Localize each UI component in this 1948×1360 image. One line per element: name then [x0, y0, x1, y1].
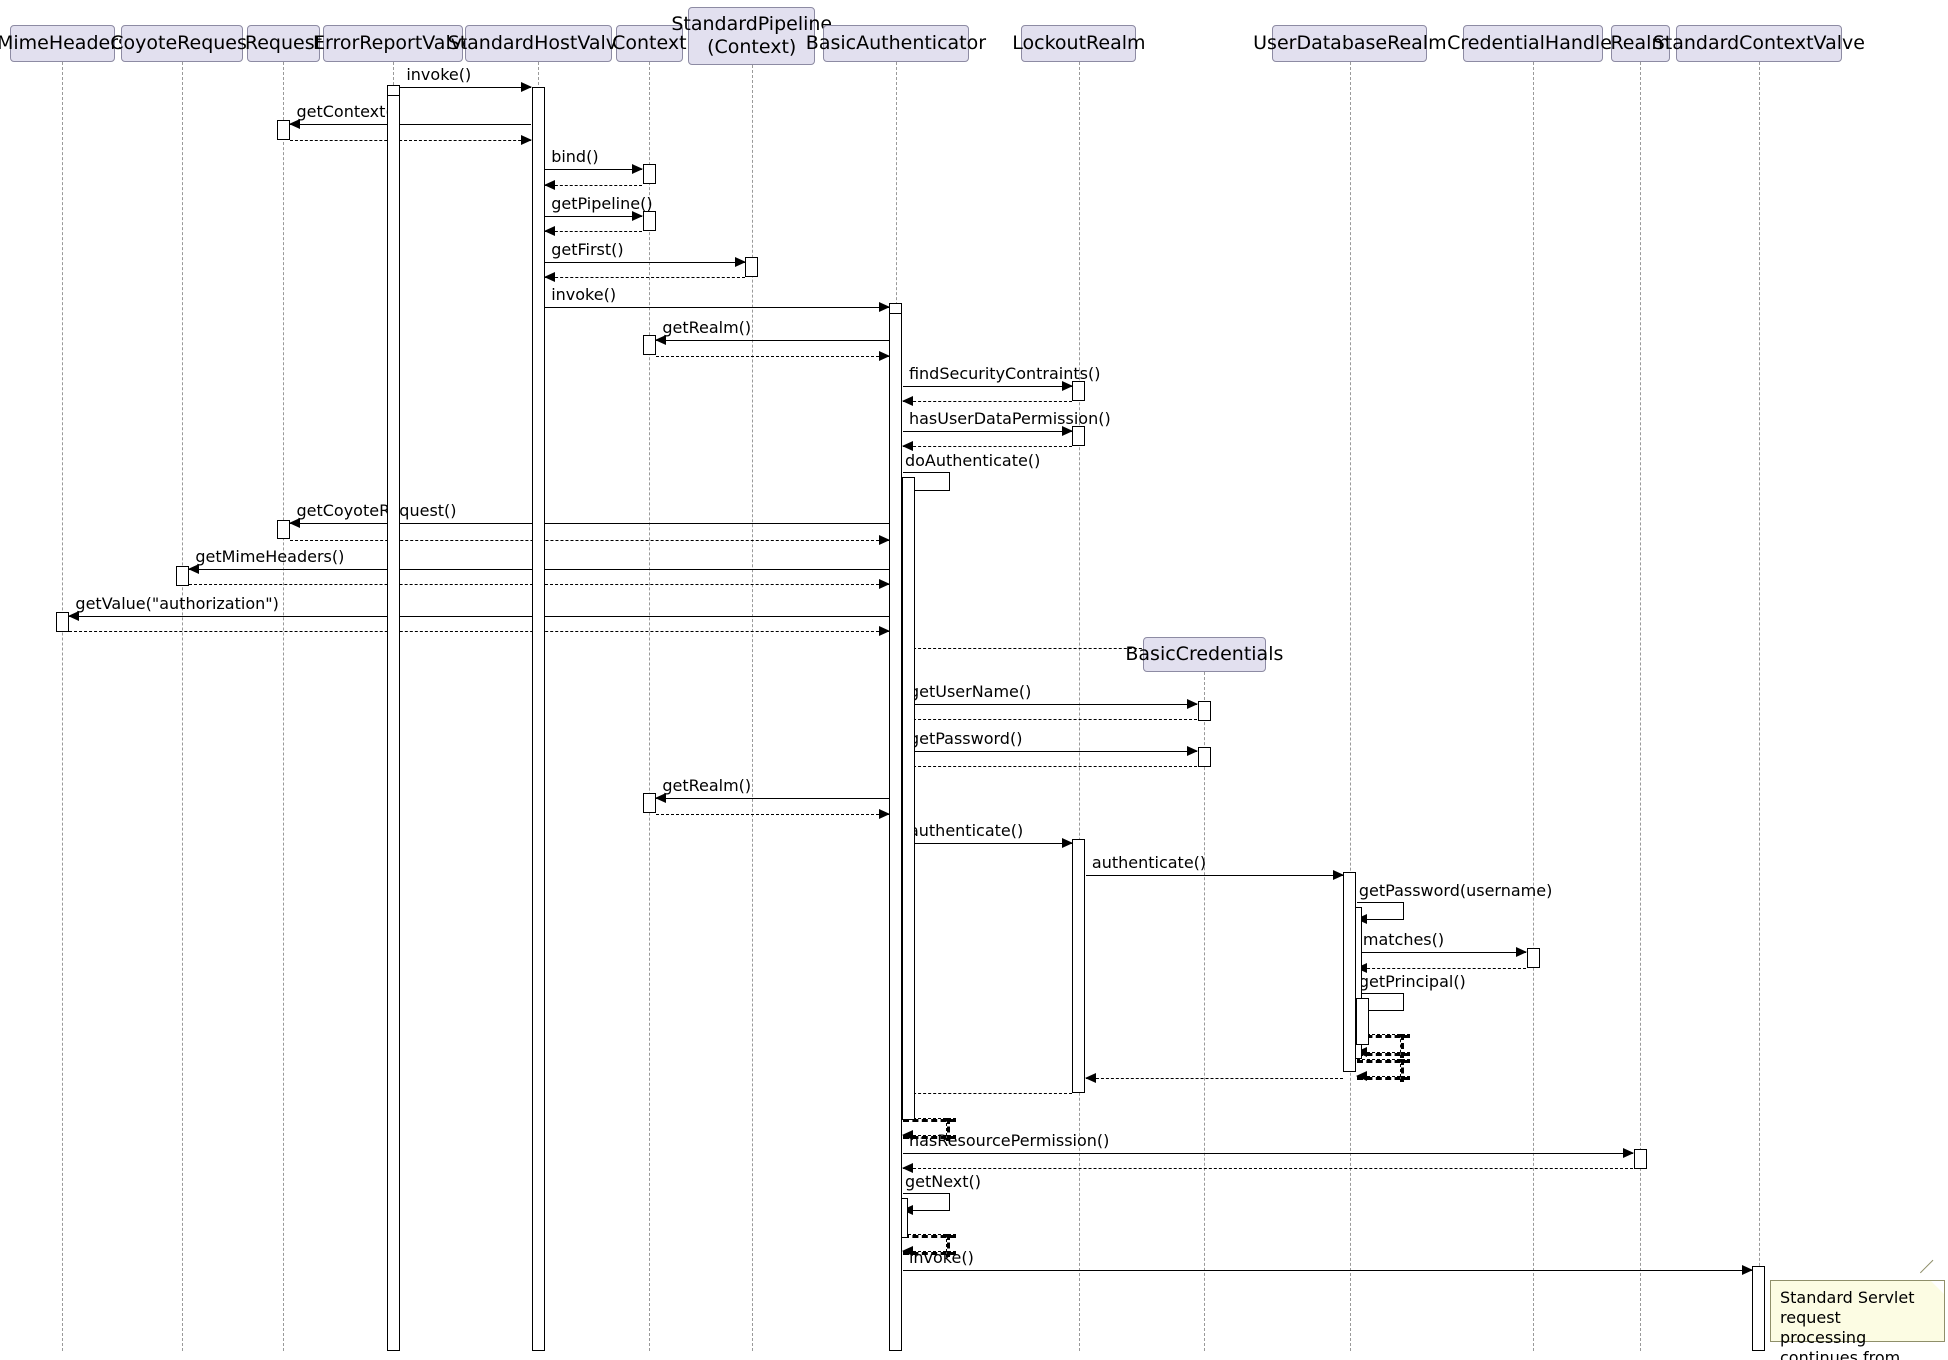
participant-basiccredentials[interactable]: BasicCredentials [1125, 636, 1283, 672]
activation-bar-errorreportvalve [386, 94, 400, 1352]
message-label-m46: invoke() [908, 1248, 974, 1268]
activation-bar-context [642, 793, 656, 813]
message-label-m17: doAuthenticate() [904, 451, 1041, 471]
activation-bar-userdatabaserealm [1356, 997, 1370, 1046]
self-message-m33 [1355, 901, 1405, 925]
self-message-m41 [901, 1117, 957, 1142]
message-label-m18: getCoyoteRequest() [296, 501, 457, 521]
message-label-m27: getPassword() [908, 728, 1023, 748]
message-label-m31: authenticate() [908, 820, 1024, 840]
message-label-m44: getNext() [904, 1171, 981, 1191]
activation-bar-basicauthenticator [902, 477, 916, 1121]
activation-bar-lockoutrealm [1072, 380, 1086, 401]
message-label-m42: hasResourcePermission() [908, 1130, 1110, 1150]
activation-bar-coyoterequest [175, 565, 189, 586]
message-label-m04: bind() [551, 146, 599, 166]
message-label-m33: getPassword(username) [1358, 880, 1553, 900]
activation-bar-userdatabaserealm [1343, 871, 1357, 1072]
activation-bar-lockoutrealm [1072, 839, 1086, 1093]
message-label-m02: getContext() [296, 101, 398, 121]
activation-bar-basicauthenticator [889, 313, 903, 1352]
lifeline-request [283, 62, 285, 1352]
activation-bar-context [642, 163, 656, 184]
lifeline-standardpipeline [751, 64, 753, 1352]
participant-errorreportvalve[interactable]: ErrorReportValve [313, 24, 474, 63]
activation-bar-standardpipeline [745, 257, 759, 278]
activation-bar-context [642, 211, 656, 232]
message-label-m08: getFirst() [551, 240, 624, 260]
lifeline-lockoutrealm [1078, 62, 1080, 1352]
lifeline-coyoterequest [182, 62, 184, 1352]
message-label-m25: getUserName() [908, 682, 1032, 702]
participant-userdatabaserealm[interactable]: UserDatabaseRealm [1253, 24, 1447, 63]
participant-standardpipeline[interactable]: StandardPipeline (Context) [671, 7, 832, 65]
note-fold-icon [1931, 1281, 1944, 1294]
message-label-m10: invoke() [551, 285, 617, 305]
message-label-m32: authenticate() [1091, 853, 1207, 873]
message-label-m06: getPipeline() [551, 194, 653, 214]
activation-bar-lockoutrealm [1072, 425, 1086, 446]
participant-context[interactable]: Context [612, 24, 687, 63]
participant-request[interactable]: Request [245, 24, 322, 63]
message-label-m36: getPrincipal() [1358, 971, 1466, 991]
activation-bar-mimeheaders [55, 611, 69, 632]
message-label-m34: matches() [1362, 929, 1445, 949]
participant-standardhostvalve[interactable]: StandardHostValve [448, 24, 629, 63]
message-label-m13: findSecurityContraints() [908, 363, 1101, 383]
activation-bar-basiccredentials [1197, 746, 1211, 767]
activation-bar-request [276, 519, 290, 540]
activation-bar-basiccredentials [1197, 700, 1211, 721]
activation-bar-standardcontextvalve [1752, 1266, 1766, 1352]
message-label-m11: getRealm() [662, 317, 752, 337]
self-message-m44 [901, 1192, 951, 1216]
message-label-m22: getValue("authorization") [75, 593, 279, 613]
lifeline-standardcontextvalve [1758, 62, 1760, 1352]
participant-standardcontextvalve[interactable]: StandardContextValve [1653, 24, 1865, 63]
participant-basicauthenticator[interactable]: BasicAuthenticator [806, 24, 986, 63]
participant-realm[interactable]: Realm [1610, 24, 1670, 63]
participant-lockoutrealm[interactable]: LockoutRealm [1012, 24, 1146, 63]
activation-bar-realm [1633, 1148, 1647, 1169]
message-label-m15: hasUserDataPermission() [908, 408, 1111, 428]
participant-credentialhandler[interactable]: CredentialHandler [1447, 24, 1620, 63]
participant-mimeheaders[interactable]: MimeHeaders [0, 24, 128, 63]
lifeline-context [649, 62, 651, 1352]
message-label-m29: getRealm() [662, 776, 752, 796]
lifeline-credentialhandler [1533, 62, 1535, 1352]
note-servlet-continues: Standard Servlet request processing cont… [1770, 1259, 1947, 1360]
lifeline-mimeheaders [62, 62, 64, 1352]
lifeline-basiccredentials [1204, 671, 1206, 1352]
activation-bar-credentialhandler [1526, 947, 1540, 968]
activation-bar-request [276, 119, 290, 140]
lifeline-realm [1640, 62, 1642, 1352]
lifeline-userdatabaserealm [1349, 62, 1351, 1352]
participant-coyoterequest[interactable]: CoyoteRequest [110, 24, 254, 63]
self-message-m38 [1355, 1059, 1411, 1083]
message-label-m20: getMimeHeaders() [195, 547, 345, 567]
activation-bar-context [642, 334, 656, 355]
message-label-m01: invoke() [406, 65, 472, 85]
activation-bar-standardhostvalve [531, 87, 545, 1352]
